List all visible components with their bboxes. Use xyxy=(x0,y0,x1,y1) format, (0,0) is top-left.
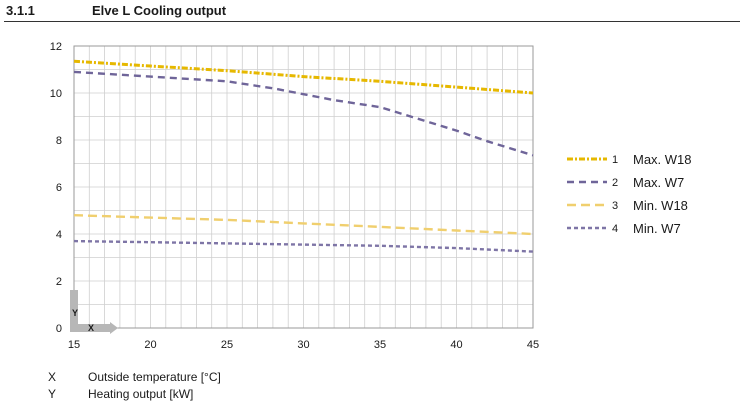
legend: 1 Max. W18 2 Max. W7 3 Min. W18 4 Min. W7 xyxy=(567,152,692,236)
legend-number-4: 4 xyxy=(612,223,618,235)
section-title: Elve L Cooling output xyxy=(92,3,227,18)
section-number: 3.1.1 xyxy=(6,3,35,18)
y-axis-marker xyxy=(70,290,78,330)
y-tick-label: 4 xyxy=(56,229,62,241)
axis-key-text: Outside temperature [°C] xyxy=(88,370,221,384)
y-tick-label: 8 xyxy=(56,135,62,147)
legend-number-3: 3 xyxy=(612,200,618,212)
x-axis-corner-label: X xyxy=(88,323,94,333)
axis-key-symbol: X xyxy=(48,370,57,384)
x-tick-label: 15 xyxy=(68,339,80,351)
y-axis-corner-label: Y xyxy=(72,308,78,318)
x-tick-label: 20 xyxy=(144,339,156,351)
y-tick-label: 0 xyxy=(56,323,62,335)
x-tick-label: 45 xyxy=(527,339,539,351)
x-tick-label: 40 xyxy=(450,339,462,351)
legend-number-2: 2 xyxy=(612,177,618,189)
x-tick-label: 35 xyxy=(374,339,386,351)
x-axis-arrow xyxy=(110,322,118,334)
grid xyxy=(73,45,534,329)
legend-label-1: Max. W18 xyxy=(633,152,692,167)
axis-key-symbol: Y xyxy=(48,387,57,401)
axis-ticks: 15 20 25 30 35 40 45 0 2 4 6 8 10 12 xyxy=(50,41,539,351)
plot-frame xyxy=(73,45,534,329)
series-line-2 xyxy=(73,70,534,157)
header-rule xyxy=(4,21,740,22)
legend-number-1: 1 xyxy=(612,154,618,166)
y-tick-label: 12 xyxy=(50,41,62,53)
x-tick-label: 30 xyxy=(297,339,309,351)
series-group xyxy=(73,59,534,253)
axis-key-text: Heating output [kW] xyxy=(88,387,194,401)
section-header: 3.1.1 Elve L Cooling output xyxy=(0,0,746,22)
legend-label-4: Min. W7 xyxy=(633,221,681,236)
x-axis-marker xyxy=(70,324,110,332)
cooling-output-chart: 15 20 25 30 35 40 45 0 2 4 6 8 10 12 YX 1 Max. W18 2 Max… xyxy=(50,41,692,351)
series-line-1 xyxy=(73,59,534,95)
x-tick-label: 25 xyxy=(221,339,233,351)
legend-label-3: Min. W18 xyxy=(633,198,688,213)
y-tick-label: 6 xyxy=(56,182,62,194)
legend-label-2: Max. W7 xyxy=(633,175,684,190)
series-line-3 xyxy=(73,214,534,236)
y-tick-label: 2 xyxy=(56,276,62,288)
y-tick-label: 10 xyxy=(50,88,62,100)
axis-corner-marker: YX xyxy=(70,290,118,334)
